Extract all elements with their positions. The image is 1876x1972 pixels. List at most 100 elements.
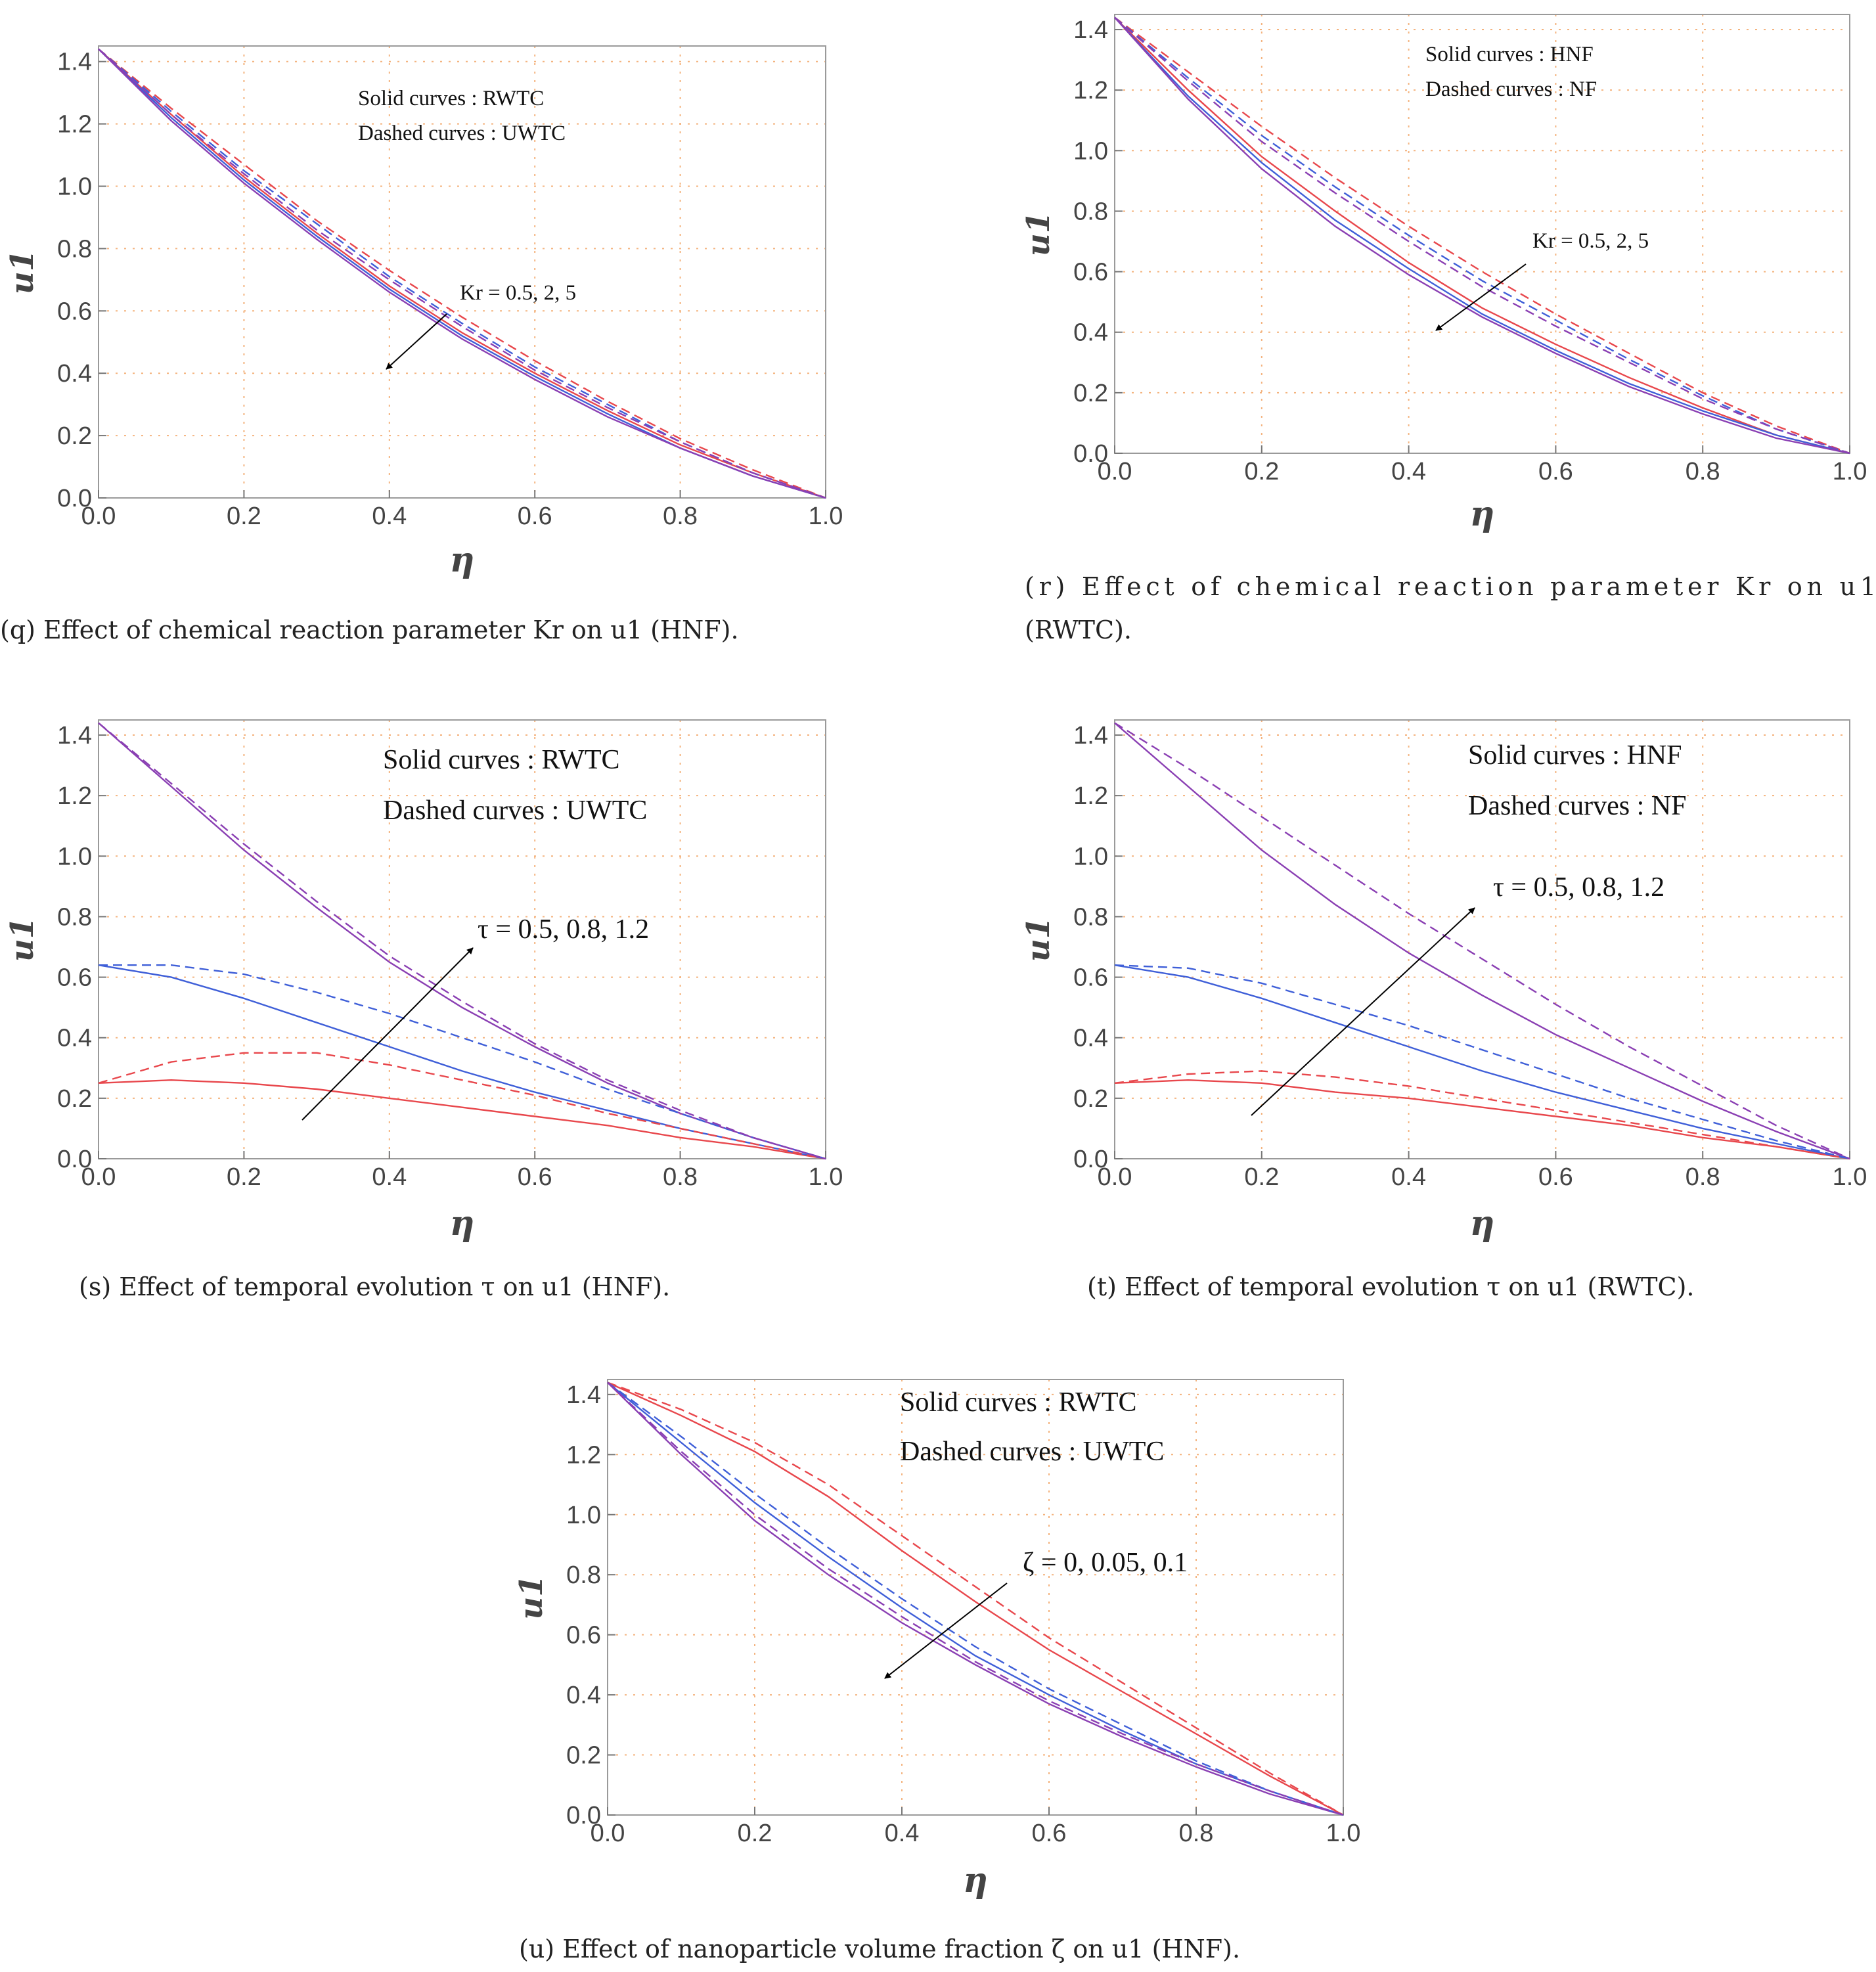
series-line: [607, 1381, 1344, 1816]
y-tick-label: 0.4: [1073, 1025, 1108, 1052]
plot-frame: [98, 45, 826, 499]
x-tick-label: 0.4: [372, 503, 407, 530]
chart-q: 0.0 0.2 0.4 0.6 0.8 1.0 0.0 0.2 0.4 0.6 0.8 1.0 1.2 1…: [0, 45, 843, 644]
trend-arrow: [1435, 263, 1527, 331]
x-tick-label: 0.0: [81, 503, 116, 530]
x-tick-label: 0.0: [1098, 458, 1132, 485]
y-tick-label: 0.8: [57, 235, 92, 263]
y-tick-label: 1.2: [1073, 782, 1108, 810]
y-axis-label: u1: [4, 250, 41, 294]
y-tick-label: 1.0: [566, 1502, 601, 1529]
y-tick-label: 1.4: [1073, 722, 1108, 750]
curve-style-note: Solid curves : HNF: [1425, 43, 1594, 66]
y-tick-label: 0.6: [1073, 259, 1108, 286]
x-axis-label: η: [450, 1203, 475, 1244]
x-tick-label: 0.8: [663, 1163, 698, 1191]
x-tick-label: 0.8: [1179, 1820, 1214, 1847]
y-tick-label: 0.8: [1073, 903, 1108, 931]
y-tick-label: 0.0: [57, 1146, 92, 1173]
x-tick-label: 1.0: [1326, 1820, 1361, 1847]
series-line: [1114, 16, 1850, 455]
x-tick-label: 1.0: [809, 503, 843, 530]
y-tick-label: 0.6: [57, 964, 92, 992]
series-line: [607, 1381, 1344, 1816]
series-line: [1114, 16, 1850, 455]
y-tick-label: 0.8: [566, 1561, 601, 1589]
y-tick-label: 0.6: [566, 1622, 601, 1649]
series-line: [98, 48, 826, 499]
y-axis-label: u1: [513, 1575, 550, 1619]
figure-caption: (s) Effect of temporal evolution τ on u1…: [79, 1272, 670, 1301]
series-line: [98, 48, 826, 499]
x-tick-label: 0.2: [1244, 458, 1279, 485]
parameter-annotation: τ = 0.5, 0.8, 1.2: [1493, 872, 1664, 903]
y-tick-label: 1.0: [1073, 137, 1108, 165]
y-tick-label: 1.2: [566, 1441, 601, 1469]
series-line: [607, 1381, 1344, 1816]
curve-style-note: Dashed curves : NF: [1425, 78, 1597, 101]
curve-style-note: Solid curves : HNF: [1468, 740, 1682, 771]
y-tick-label: 0.2: [57, 1085, 92, 1113]
series-line: [99, 964, 826, 1160]
x-tick-label: 0.8: [1686, 458, 1720, 485]
y-tick-label: 0.4: [1073, 319, 1108, 347]
series-line: [98, 964, 826, 1160]
curve-style-note: Dashed curves : UWTC: [358, 122, 566, 145]
curve-style-note: Dashed curves : NF: [1468, 791, 1686, 821]
series-line: [98, 48, 826, 499]
plot-frame: [1114, 719, 1850, 1159]
y-tick-label: 1.2: [57, 111, 92, 139]
parameter-annotation: Kr = 0.5, 2, 5: [460, 281, 576, 305]
x-tick-label: 0.6: [518, 1163, 552, 1191]
y-axis-label: u1: [4, 917, 41, 962]
trend-arrow: [1251, 907, 1475, 1116]
series-line: [98, 48, 826, 499]
trend-arrow: [884, 1582, 1008, 1679]
y-tick-label: 1.4: [1073, 16, 1108, 44]
curve-style-note: Solid curves : RWTC: [358, 87, 544, 110]
x-tick-label: 0.4: [885, 1820, 920, 1847]
y-tick-label: 0.0: [57, 485, 92, 512]
x-tick-label: 0.2: [227, 503, 261, 530]
parameter-annotation: τ = 0.5, 0.8, 1.2: [478, 914, 649, 945]
x-tick-label: 0.8: [1686, 1163, 1720, 1191]
y-tick-label: 0.2: [57, 422, 92, 450]
y-tick-label: 0.2: [1073, 380, 1108, 407]
y-tick-label: 0.0: [566, 1802, 601, 1829]
figure-caption-line2: (RWTC).: [1025, 616, 1132, 644]
series-line: [1114, 964, 1850, 1160]
y-tick-label: 0.2: [1073, 1085, 1108, 1113]
y-tick-label: 1.4: [566, 1381, 601, 1409]
y-tick-label: 0.4: [57, 1025, 92, 1052]
figure-caption: (r) Effect of chemical reaction paramete…: [1025, 572, 1876, 601]
y-tick-label: 0.0: [1073, 440, 1108, 468]
y-tick-label: 0.2: [566, 1742, 601, 1770]
curve-style-note: Dashed curves : UWTC: [900, 1437, 1164, 1467]
x-tick-label: 0.2: [1244, 1163, 1279, 1191]
chart-t: 0.0 0.2 0.4 0.6 0.8 1.0 0.0 0.2 0.4 0.6 0.8 1.0 1.2 1…: [1020, 719, 1867, 1301]
x-tick-label: 0.0: [1098, 1163, 1132, 1191]
series-line: [607, 1381, 1344, 1816]
trend-arrow: [386, 313, 447, 370]
parameter-annotation: Kr = 0.5, 2, 5: [1532, 229, 1649, 253]
curve-style-note: Solid curves : RWTC: [383, 745, 620, 775]
series-line: [98, 722, 826, 1160]
x-tick-label: 0.4: [1391, 1163, 1426, 1191]
series-line: [1114, 16, 1850, 455]
y-tick-label: 1.4: [57, 722, 92, 750]
x-tick-label: 0.6: [518, 503, 552, 530]
y-tick-label: 1.0: [57, 843, 92, 870]
x-axis-label: η: [1470, 494, 1495, 534]
series-line: [98, 1052, 826, 1160]
chart-s: 0.0 0.2 0.4 0.6 0.8 1.0 0.0 0.2 0.4 0.6 0.8 1.0 1.2 1…: [4, 719, 843, 1301]
trend-arrow: [302, 947, 474, 1121]
chart-r: 0.0 0.2 0.4 0.6 0.8 1.0 0.0 0.2 0.4 0.6 0.8 1.0 1.2 1…: [1020, 14, 1876, 644]
series-line: [1114, 16, 1850, 455]
x-tick-label: 0.4: [1391, 458, 1426, 485]
y-tick-label: 0.8: [57, 903, 92, 931]
y-tick-label: 1.0: [1073, 843, 1108, 870]
figure-caption: (q) Effect of chemical reaction paramete…: [0, 616, 739, 644]
x-tick-label: 1.0: [809, 1163, 843, 1191]
x-axis-label: η: [963, 1860, 988, 1900]
series-line: [1114, 964, 1850, 1160]
